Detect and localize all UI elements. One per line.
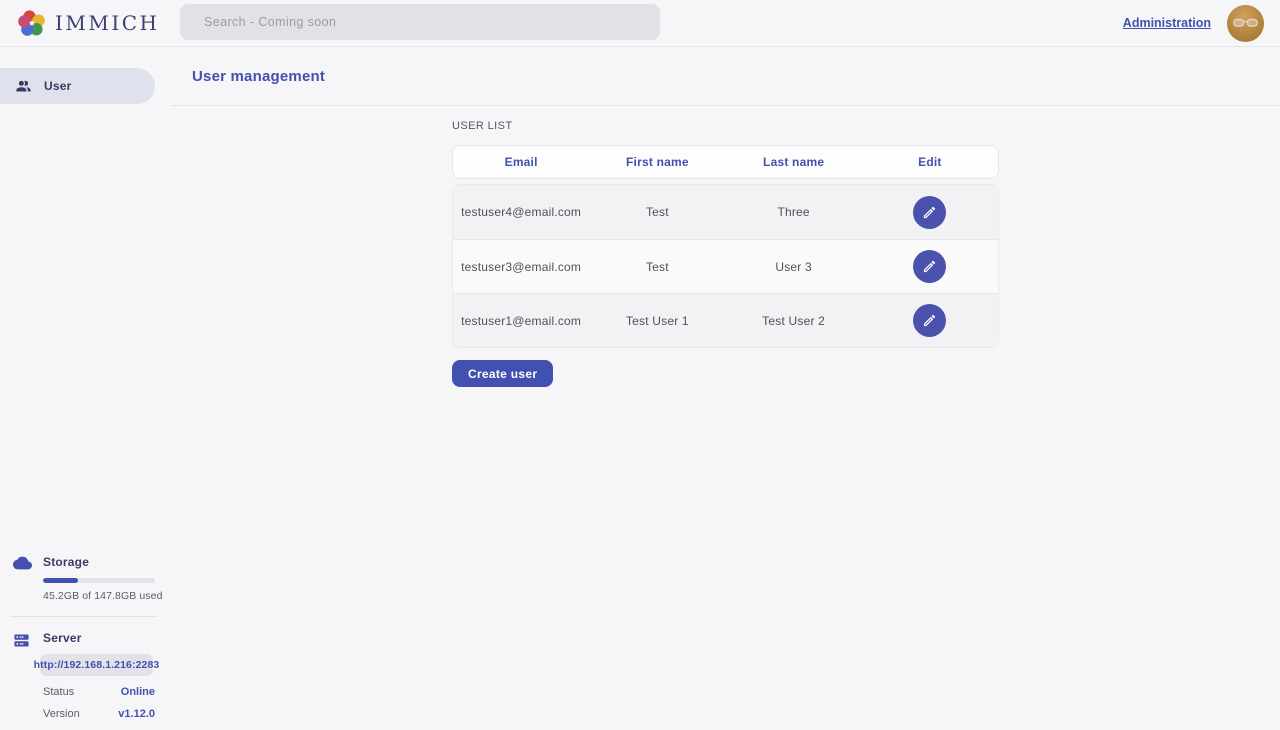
- pencil-icon: [924, 314, 936, 327]
- sidebar-divider: [10, 616, 157, 617]
- sidebar: User Storage 45.2GB of 147.8GB used: [0, 47, 171, 730]
- server-version-row: Version v1.12.0: [43, 708, 155, 720]
- cell-first-name: Test: [645, 205, 669, 219]
- pencil-icon: [924, 260, 936, 273]
- server-title: Server: [43, 631, 82, 645]
- cell-last-name: User 3: [775, 259, 812, 274]
- content-area: USER LIST Email First name Last name Edi…: [171, 120, 1280, 387]
- glasses-photo-icon: [1233, 18, 1258, 27]
- sidebar-item-user-label: User: [44, 79, 72, 93]
- sidebar-item-user[interactable]: User: [0, 68, 155, 104]
- immich-logo[interactable]: IMMICH: [18, 9, 160, 37]
- cloud-icon: [13, 556, 32, 575]
- col-header-last-name: Last name: [763, 155, 825, 169]
- table-row: testuser3@email.com Test User 3: [453, 239, 998, 293]
- col-header-first-name: First name: [626, 155, 689, 169]
- cell-email: testuser3@email.com: [461, 259, 582, 274]
- server-status-label: Status: [43, 686, 75, 698]
- col-header-email: Email: [504, 155, 538, 169]
- server-version-value: v1.12.0: [118, 708, 155, 720]
- user-avatar[interactable]: [1227, 4, 1264, 42]
- table-header-row: Email First name Last name Edit: [452, 145, 999, 179]
- table-row: testuser1@email.com Test User 1 Test Use…: [453, 293, 998, 347]
- server-block: Server http://192.168.1.216:2283 Status …: [0, 631, 171, 720]
- edit-user-button[interactable]: [913, 195, 947, 229]
- edit-user-button[interactable]: [913, 250, 947, 283]
- server-status-row: Status Online: [43, 686, 155, 698]
- server-status-value: Online: [120, 686, 155, 698]
- storage-progress-track: [43, 578, 155, 583]
- search-input[interactable]: [180, 4, 660, 40]
- cell-email: testuser4@email.com: [461, 205, 582, 219]
- user-list-label: USER LIST: [452, 120, 513, 132]
- main-content: User management USER LIST Email First na…: [171, 47, 1280, 730]
- navbar-right: Administration: [1122, 4, 1264, 42]
- pencil-icon: [924, 206, 936, 218]
- table-body: testuser4@email.com Test Three testuser3…: [452, 184, 999, 348]
- users-icon: [15, 78, 32, 95]
- logo-text: IMMICH: [55, 11, 160, 35]
- page-header: User management: [171, 47, 1280, 106]
- storage-block: Storage 45.2GB of 147.8GB used: [0, 555, 171, 602]
- server-icon: [13, 632, 30, 654]
- create-user-button[interactable]: Create user: [452, 360, 554, 387]
- cell-first-name: Test: [645, 259, 669, 274]
- storage-title: Storage: [43, 555, 90, 569]
- page-title: User management: [192, 67, 326, 85]
- server-version-label: Version: [43, 708, 80, 720]
- col-header-edit: Edit: [918, 155, 942, 169]
- immich-flower-icon: [18, 9, 46, 37]
- cell-last-name: Test User 2: [762, 313, 826, 328]
- sidebar-bottom: Storage 45.2GB of 147.8GB used Server: [0, 555, 171, 720]
- edit-user-button[interactable]: [913, 304, 947, 337]
- cell-email: testuser1@email.com: [461, 313, 582, 328]
- storage-progress-fill: [43, 578, 78, 583]
- storage-usage-text: 45.2GB of 147.8GB used: [43, 590, 163, 602]
- server-url-badge: http://192.168.1.216:2283: [34, 654, 159, 676]
- top-navbar: IMMICH Administration: [0, 0, 1280, 47]
- administration-link[interactable]: Administration: [1122, 16, 1211, 30]
- cell-first-name: Test User 1: [625, 313, 689, 328]
- table-row: testuser4@email.com Test Three: [453, 185, 998, 239]
- user-table: Email First name Last name Edit testuser…: [452, 145, 999, 387]
- cell-last-name: Three: [777, 205, 810, 219]
